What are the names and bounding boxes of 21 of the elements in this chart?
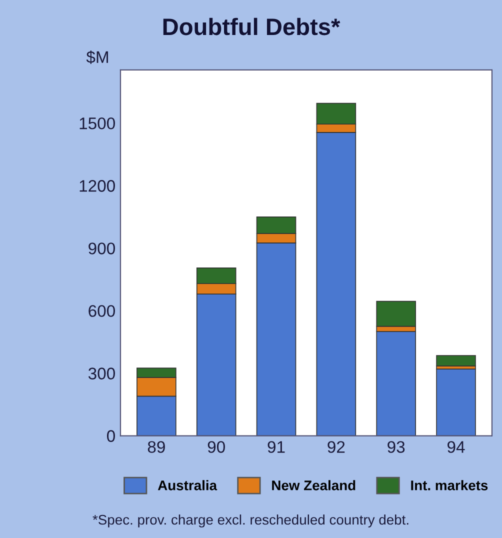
legend-label: Australia (158, 480, 218, 490)
y-tick-label: 1500 (80, 117, 115, 130)
x-tick-label: 94 (448, 441, 465, 453)
y-tick-label: 0 (107, 430, 115, 442)
text: *Spec. prov. charge excl. rescheduled country debt. (92, 514, 408, 528)
legend-label: New Zealand (272, 480, 356, 490)
y-tick-label: 1200 (80, 180, 115, 192)
legend-label: Int. markets (411, 480, 488, 490)
chart-title: Doubtful Debts* (163, 18, 340, 36)
y-axis-title: $M (86, 50, 108, 64)
x-tick-label: 89 (148, 441, 165, 453)
x-tick-label: 91 (268, 441, 285, 453)
bar (436, 355, 476, 366)
bar (376, 331, 416, 436)
y-tick-label: 600 (88, 305, 115, 317)
x-tick-label: 90 (208, 441, 225, 453)
x-tick-label: 93 (388, 441, 405, 453)
y-tick-label: 900 (88, 242, 115, 254)
x-tick-label: 92 (328, 441, 345, 453)
y-tick-label: 300 (88, 368, 115, 380)
bar (436, 368, 476, 436)
